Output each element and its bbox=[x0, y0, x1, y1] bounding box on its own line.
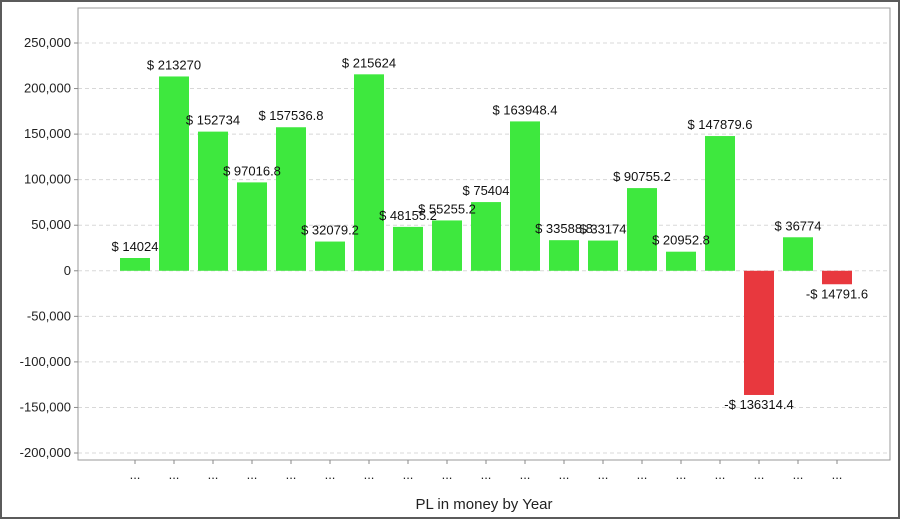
x-tick-label: ... bbox=[793, 467, 804, 482]
bar[interactable] bbox=[510, 121, 540, 271]
x-axis-label: PL in money by Year bbox=[415, 496, 552, 513]
bar[interactable] bbox=[237, 182, 267, 271]
data-label: $ 48155.2 bbox=[379, 208, 437, 223]
data-label: $ 20952.8 bbox=[652, 233, 710, 248]
data-label: -$ 136314.4 bbox=[724, 397, 793, 412]
bar[interactable] bbox=[783, 237, 813, 271]
x-tick-label: ... bbox=[832, 467, 843, 482]
bar[interactable] bbox=[354, 74, 384, 271]
data-label: $ 14024 bbox=[112, 239, 159, 254]
data-label: $ 163948.4 bbox=[492, 102, 557, 117]
data-label: $ 157536.8 bbox=[258, 108, 323, 123]
x-tick-label: ... bbox=[364, 467, 375, 482]
x-tick-label: ... bbox=[676, 467, 687, 482]
bar[interactable] bbox=[549, 240, 579, 271]
bar[interactable] bbox=[276, 127, 306, 271]
bar[interactable] bbox=[705, 136, 735, 271]
data-label: $ 36774 bbox=[775, 218, 822, 233]
x-tick-label: ... bbox=[754, 467, 765, 482]
y-axis-ticks: 250,000 200,000 150,000 100,000 50,000 0 -50,0… bbox=[20, 35, 78, 460]
x-tick-label: ... bbox=[442, 467, 453, 482]
data-label: $ 90755.2 bbox=[613, 169, 671, 184]
data-label: $ 215624 bbox=[342, 55, 396, 70]
x-tick-label: ... bbox=[208, 467, 219, 482]
y-tick-label: -50,000 bbox=[27, 308, 71, 323]
data-label: $ 33174 bbox=[580, 222, 627, 237]
bar[interactable] bbox=[432, 220, 462, 271]
x-tick-label: ... bbox=[169, 467, 180, 482]
bar[interactable] bbox=[120, 258, 150, 271]
x-tick-label: ... bbox=[715, 467, 726, 482]
bar[interactable] bbox=[393, 226, 423, 271]
data-label: $ 33588.8 bbox=[535, 221, 593, 236]
y-tick-label: -150,000 bbox=[20, 399, 71, 414]
bar[interactable] bbox=[822, 270, 852, 285]
bar[interactable] bbox=[666, 251, 696, 271]
x-tick-label: ... bbox=[520, 467, 531, 482]
y-tick-label: -200,000 bbox=[20, 445, 71, 460]
y-tick-label: 100,000 bbox=[24, 172, 71, 187]
bar[interactable] bbox=[744, 270, 774, 395]
x-tick-label: ... bbox=[247, 467, 258, 482]
y-tick-label: 50,000 bbox=[31, 217, 71, 232]
x-axis-ticks: ........................................… bbox=[130, 460, 843, 482]
data-label: -$ 14791.6 bbox=[806, 286, 868, 301]
data-label: $ 97016.8 bbox=[223, 163, 281, 178]
y-tick-label: 250,000 bbox=[24, 35, 71, 50]
y-tick-label: 150,000 bbox=[24, 126, 71, 141]
y-tick-label: -100,000 bbox=[20, 354, 71, 369]
bar[interactable] bbox=[159, 76, 189, 271]
bar[interactable] bbox=[315, 241, 345, 271]
data-label: $ 32079.2 bbox=[301, 223, 359, 238]
x-tick-label: ... bbox=[559, 467, 570, 482]
data-label: $ 147879.6 bbox=[687, 117, 752, 132]
data-label: $ 75404 bbox=[463, 183, 510, 198]
x-tick-label: ... bbox=[481, 467, 492, 482]
data-labels: $ 14024 $ 213270 $ 152734 $ 97016.8 $ 157536… bbox=[112, 55, 869, 412]
data-label: $ 213270 bbox=[147, 57, 201, 72]
bar[interactable] bbox=[471, 202, 501, 271]
bar[interactable] bbox=[198, 131, 228, 271]
y-tick-label: 0 bbox=[64, 263, 71, 278]
bars bbox=[120, 74, 852, 395]
x-tick-label: ... bbox=[637, 467, 648, 482]
data-label: $ 152734 bbox=[186, 113, 240, 128]
x-tick-label: ... bbox=[325, 467, 336, 482]
x-tick-label: ... bbox=[598, 467, 609, 482]
bar[interactable] bbox=[627, 188, 657, 271]
bar[interactable] bbox=[588, 240, 618, 271]
y-tick-label: 200,000 bbox=[24, 81, 71, 96]
x-tick-label: ... bbox=[403, 467, 414, 482]
data-label: $ 55255.2 bbox=[418, 201, 476, 216]
plot-area bbox=[77, 7, 891, 461]
x-tick-label: ... bbox=[130, 467, 141, 482]
x-tick-label: ... bbox=[286, 467, 297, 482]
